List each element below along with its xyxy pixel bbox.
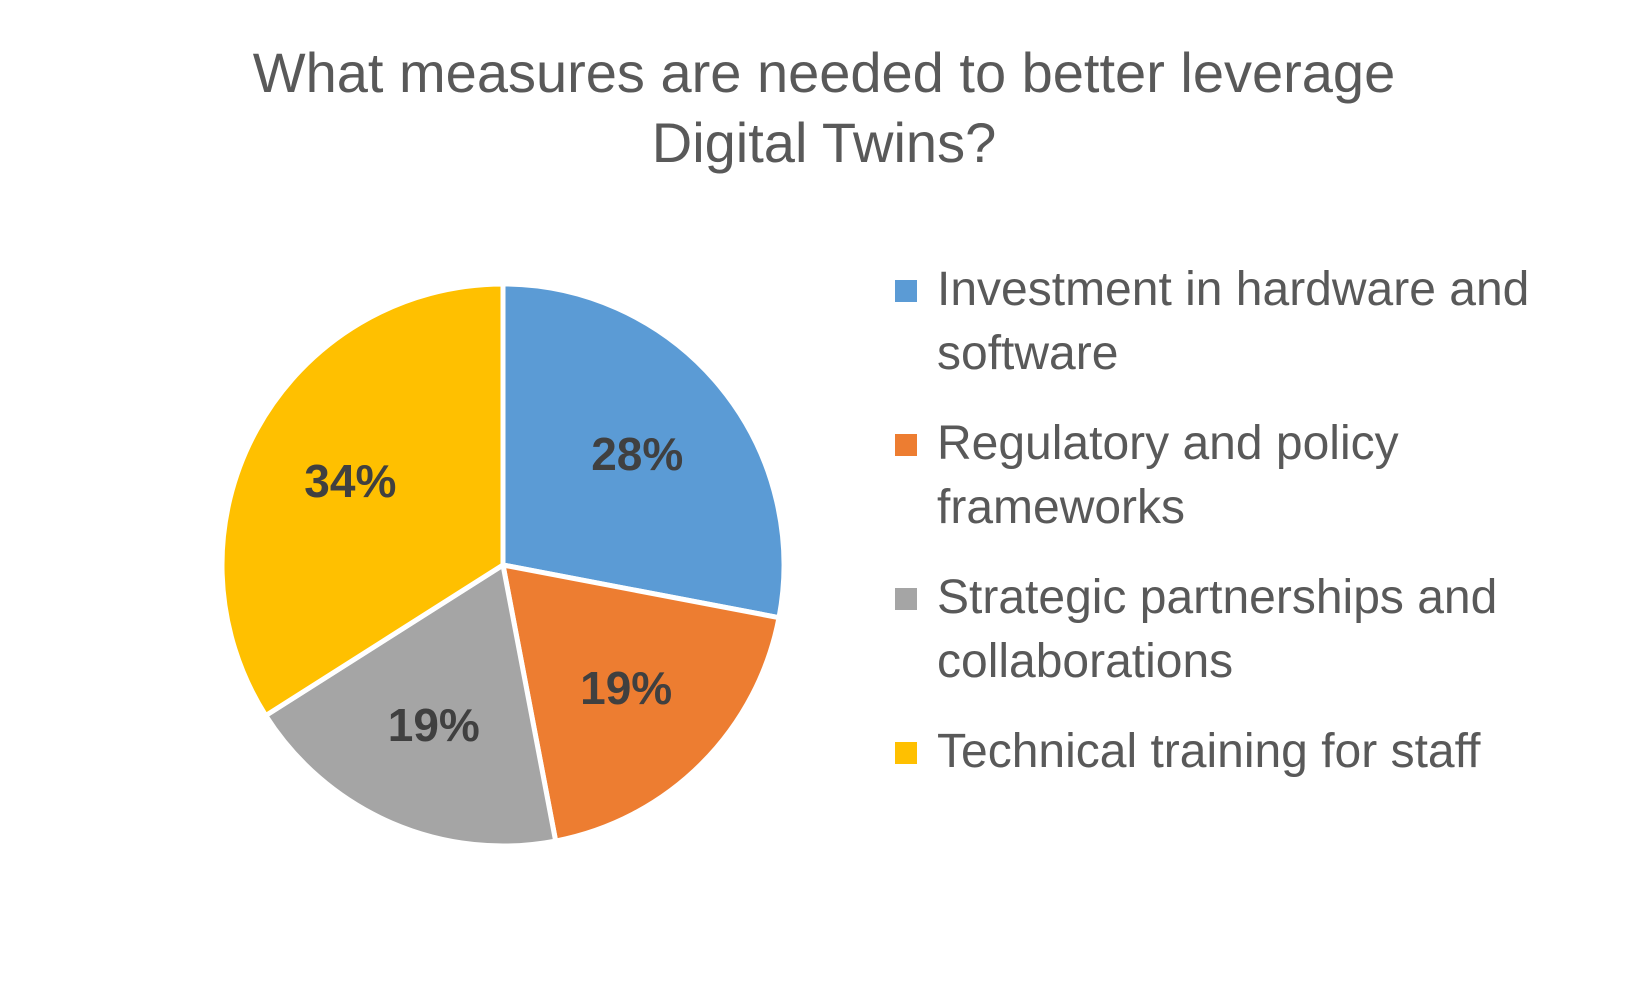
legend-label-regulatory-line-2: frameworks xyxy=(937,481,1186,534)
legend-label-training-line-1: Technical training for staff xyxy=(937,725,1481,778)
chart-title-line-2: Digital Twins? xyxy=(651,111,997,174)
legend: Investment in hardware and software Regu… xyxy=(895,258,1615,810)
legend-item-training: Technical training for staff xyxy=(895,720,1615,784)
pie-slice-training xyxy=(219,281,506,719)
chart-title: What measures are needed to better lever… xyxy=(0,38,1648,178)
pie-slices xyxy=(219,281,787,849)
legend-label-partnerships-line-1: Strategic partnerships and xyxy=(937,571,1498,624)
pie-slice-regulatory xyxy=(500,562,782,844)
pie-slice-partnerships xyxy=(263,562,559,849)
pie-slice-investment xyxy=(500,281,787,621)
legend-swatch-regulatory xyxy=(895,434,917,456)
data-label-training: 34% xyxy=(304,455,396,507)
legend-item-partnerships: Strategic partnerships and collaboration… xyxy=(895,566,1615,694)
data-label-regulatory: 19% xyxy=(580,662,672,714)
data-label-investment: 28% xyxy=(591,428,683,480)
legend-item-investment: Investment in hardware and software xyxy=(895,258,1615,386)
legend-swatch-training xyxy=(895,742,917,764)
pie-data-labels: 28% 19% 19% 34% xyxy=(304,428,683,751)
legend-swatch-investment xyxy=(895,280,917,302)
data-label-partnerships: 19% xyxy=(388,699,480,751)
legend-swatch-partnerships xyxy=(895,588,917,610)
legend-label-investment-line-2: software xyxy=(937,327,1119,380)
chart-title-line-1: What measures are needed to better lever… xyxy=(252,41,1396,104)
legend-item-regulatory: Regulatory and policy frameworks xyxy=(895,412,1615,540)
legend-label-partnerships-line-2: collaborations xyxy=(937,635,1234,688)
legend-label-regulatory-line-1: Regulatory and policy xyxy=(937,417,1399,470)
legend-label-investment-line-1: Investment in hardware and xyxy=(937,263,1530,316)
